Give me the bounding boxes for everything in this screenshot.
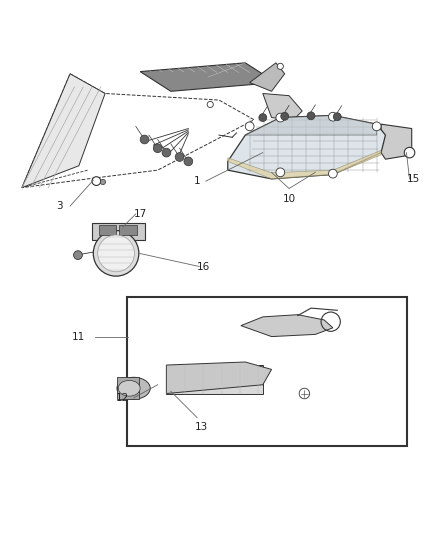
Circle shape [245,122,254,131]
Circle shape [207,101,213,108]
Circle shape [92,177,101,185]
Text: 17: 17 [134,209,147,219]
Text: 1: 1 [194,176,201,186]
Polygon shape [166,362,272,393]
Ellipse shape [117,377,150,399]
Bar [119,225,137,235]
Polygon shape [250,63,285,91]
Polygon shape [140,63,276,91]
Bar [99,225,116,235]
Polygon shape [117,377,138,399]
Circle shape [333,113,341,120]
Polygon shape [241,314,333,336]
Circle shape [404,147,415,158]
Circle shape [328,169,337,178]
Polygon shape [381,124,412,159]
Circle shape [328,112,337,121]
Circle shape [184,157,193,166]
Circle shape [281,112,289,120]
Circle shape [153,144,162,152]
Bar [166,365,263,393]
Text: 10: 10 [283,194,296,204]
Polygon shape [228,115,385,179]
Text: 13: 13 [195,422,208,432]
Circle shape [74,251,82,260]
Circle shape [100,179,106,184]
Polygon shape [245,115,377,135]
Text: 12: 12 [116,393,129,403]
Circle shape [299,388,310,399]
Circle shape [259,114,267,122]
Circle shape [372,122,381,131]
Polygon shape [92,223,145,240]
Circle shape [162,148,171,157]
Polygon shape [22,74,105,188]
Bar [127,297,407,446]
Circle shape [140,135,149,144]
Polygon shape [228,150,381,179]
Circle shape [276,113,285,122]
Circle shape [93,231,139,276]
Text: 16: 16 [197,262,210,271]
Circle shape [277,63,283,69]
Circle shape [276,168,285,177]
Text: 11: 11 [71,332,85,342]
Text: 3: 3 [56,201,63,211]
Ellipse shape [118,381,140,396]
Circle shape [307,112,315,120]
Circle shape [98,235,134,272]
Polygon shape [263,93,302,120]
Text: 15: 15 [407,174,420,184]
Circle shape [175,152,184,161]
